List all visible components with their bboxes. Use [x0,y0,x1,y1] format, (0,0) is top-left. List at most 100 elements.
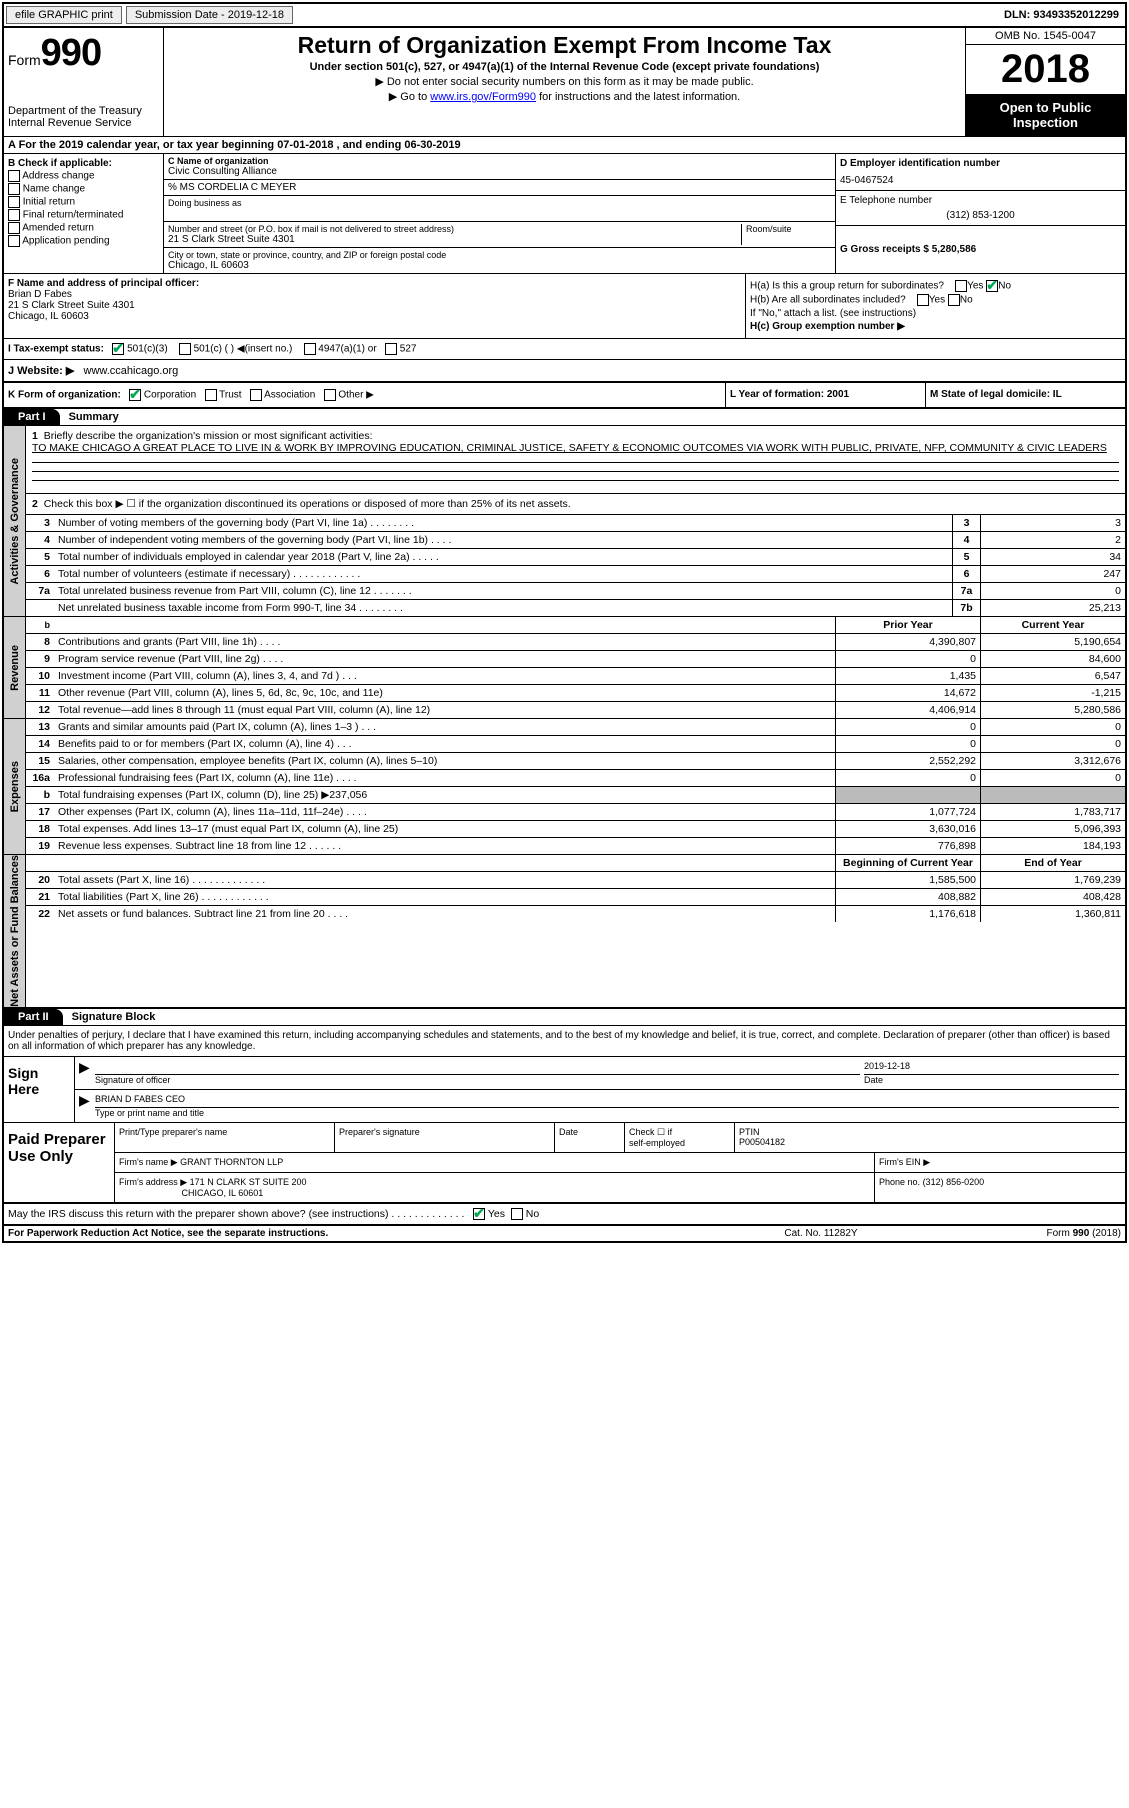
section-revenue: Revenue b Prior Year Current Year 8Contr… [4,616,1125,718]
checkbox-name-change[interactable] [8,183,20,195]
ein: 45-0467524 [840,175,1121,186]
officer-name-title: BRIAN D FABES CEO [95,1094,1119,1108]
checkbox-527[interactable] [385,343,397,355]
section-governance: Activities & Governance 1 Briefly descri… [4,426,1125,616]
data-line: 22Net assets or fund balances. Subtract … [26,906,1125,922]
sig-date: 2019-12-18 [864,1061,1119,1075]
revenue-header: b Prior Year Current Year [26,617,1125,634]
public-inspection: Open to Public Inspection [966,94,1125,136]
page-footer: For Paperwork Reduction Act Notice, see … [4,1226,1125,1241]
state-domicile: M State of legal domicile: IL [925,383,1125,407]
firm-name: GRANT THORNTON LLP [180,1157,283,1167]
street-address: 21 S Clark Street Suite 4301 [168,234,741,245]
officer-name: Brian D Fabes [8,289,741,300]
perjury-declaration: Under penalties of perjury, I declare th… [4,1026,1125,1057]
vtab-netassets: Net Assets or Fund Balances [9,855,21,1007]
preparer-block: Paid Preparer Use Only Print/Type prepar… [4,1123,1125,1204]
checkbox-501c[interactable] [179,343,191,355]
note-ssn: ▶ Do not enter social security numbers o… [168,75,961,88]
data-line: 12Total revenue—add lines 8 through 11 (… [26,702,1125,718]
checkbox-discuss-yes[interactable] [473,1208,485,1220]
data-line: 18Total expenses. Add lines 13–17 (must … [26,821,1125,838]
checkbox-assoc[interactable] [250,389,262,401]
data-line: 11Other revenue (Part VIII, column (A), … [26,685,1125,702]
signature-block: Under penalties of perjury, I declare th… [4,1026,1125,1226]
part2-header: Part II Signature Block [4,1009,1125,1026]
checkbox-hb-no[interactable] [948,294,960,306]
checkbox-address-change[interactable] [8,170,20,182]
paid-preparer-label: Paid Preparer Use Only [4,1123,114,1202]
part1-header: Part I Summary [4,409,1125,426]
checkbox-4947[interactable] [304,343,316,355]
mission-text: TO MAKE CHICAGO A GREAT PLACE TO LIVE IN… [32,442,1107,454]
data-line: 21Total liabilities (Part X, line 26) . … [26,889,1125,906]
gov-line: 4Number of independent voting members of… [26,532,1125,549]
section-netassets: Net Assets or Fund Balances Beginning of… [4,854,1125,1009]
data-line: 15Salaries, other compensation, employee… [26,753,1125,770]
submission-date: Submission Date - 2019-12-18 [126,6,293,24]
vtab-expenses: Expenses [9,761,21,812]
checkbox-trust[interactable] [205,389,217,401]
care-of: % MS CORDELIA C MEYER [164,180,835,196]
org-name: Civic Consulting Alliance [168,166,831,177]
data-line: 14Benefits paid to or for members (Part … [26,736,1125,753]
checkbox-hb-yes[interactable] [917,294,929,306]
data-line: 9Program service revenue (Part VIII, lin… [26,651,1125,668]
gov-line: 7aTotal unrelated business revenue from … [26,583,1125,600]
ptin: P00504182 [739,1137,785,1147]
data-line: 17Other expenses (Part IX, column (A), l… [26,804,1125,821]
city-state-zip: Chicago, IL 60603 [168,260,831,271]
efile-button[interactable]: efile GRAPHIC print [6,6,122,24]
section-expenses: Expenses 13Grants and similar amounts pa… [4,718,1125,854]
row-a-period: A For the 2019 calendar year, or tax yea… [4,137,1125,154]
topbar: efile GRAPHIC print Submission Date - 20… [4,4,1125,28]
form-number: Form990 [8,32,159,75]
form-title: Return of Organization Exempt From Incom… [168,32,961,59]
checkbox-ha-yes[interactable] [955,280,967,292]
department-label: Department of the Treasury Internal Reve… [8,105,159,129]
firm-address: 171 N CLARK ST SUITE 200 [190,1177,307,1187]
col-b-checkboxes: B Check if applicable: Address change Na… [4,154,164,273]
data-line: 8Contributions and grants (Part VIII, li… [26,634,1125,651]
row-j-website: J Website: ▶ www.ccahicago.org [4,360,1125,383]
netassets-header: Beginning of Current Year End of Year [26,855,1125,872]
row-fh: F Name and address of principal officer:… [4,274,1125,339]
row-i-exempt: I Tax-exempt status: 501(c)(3) 501(c) ( … [4,339,1125,360]
website: www.ccahicago.org [84,365,179,377]
checkbox-final-return[interactable] [8,209,20,221]
entity-block: B Check if applicable: Address change Na… [4,154,1125,274]
checkbox-other[interactable] [324,389,336,401]
col-c-name-address: C Name of organization Civic Consulting … [164,154,835,273]
data-line: 16aProfessional fundraising fees (Part I… [26,770,1125,787]
row-k-formtype: K Form of organization: Corporation Trus… [4,383,1125,409]
dln-label: DLN: 93493352012299 [998,7,1125,23]
data-line: 19Revenue less expenses. Subtract line 1… [26,838,1125,854]
checkbox-corp[interactable] [129,389,141,401]
omb-number: OMB No. 1545-0047 [966,28,1125,45]
year-formation: L Year of formation: 2001 [725,383,925,407]
gross-receipts: G Gross receipts $ 5,280,586 [840,244,976,255]
note-link: ▶ Go to www.irs.gov/Form990 for instruct… [168,90,961,103]
telephone: (312) 853-1200 [840,210,1121,221]
checkbox-501c3[interactable] [112,343,124,355]
col-de: D Employer identification number 45-0467… [835,154,1125,273]
sign-here-label: Sign Here [4,1057,74,1122]
form-subtitle: Under section 501(c), 527, or 4947(a)(1)… [168,61,961,73]
data-line: 20Total assets (Part X, line 16) . . . .… [26,872,1125,889]
form-header: Form990 Department of the Treasury Inter… [4,28,1125,137]
checkbox-ha-no[interactable] [986,280,998,292]
tax-year: 2018 [966,45,1125,94]
checkbox-initial-return[interactable] [8,196,20,208]
checkbox-pending[interactable] [8,235,20,247]
discuss-row: May the IRS discuss this return with the… [4,1204,1125,1226]
data-line: 10Investment income (Part VIII, column (… [26,668,1125,685]
data-line: 13Grants and similar amounts paid (Part … [26,719,1125,736]
checkbox-discuss-no[interactable] [511,1208,523,1220]
data-line: bTotal fundraising expenses (Part IX, co… [26,787,1125,804]
checkbox-amended[interactable] [8,222,20,234]
firm-phone: (312) 856-0200 [923,1177,985,1187]
gov-line: 6Total number of volunteers (estimate if… [26,566,1125,583]
gov-line: Net unrelated business taxable income fr… [26,600,1125,616]
gov-line: 5Total number of individuals employed in… [26,549,1125,566]
irs-link[interactable]: www.irs.gov/Form990 [430,91,536,103]
